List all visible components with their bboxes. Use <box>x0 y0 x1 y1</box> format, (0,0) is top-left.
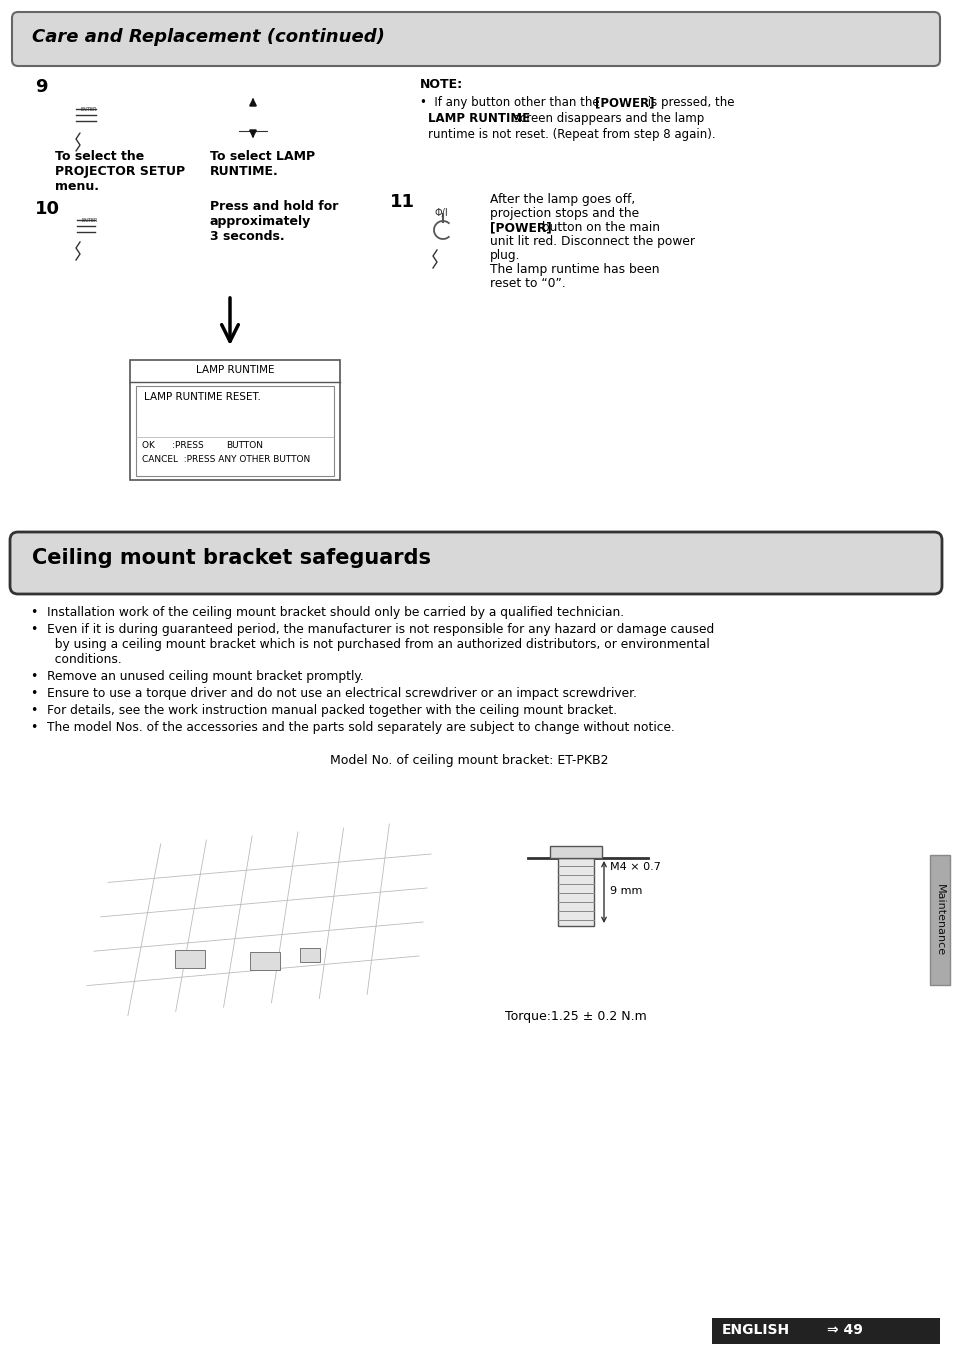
Bar <box>299 948 319 963</box>
Bar <box>250 952 280 971</box>
Bar <box>558 859 594 926</box>
Text: 10: 10 <box>35 200 60 217</box>
Text: LAMP RUNTIME: LAMP RUNTIME <box>195 364 274 375</box>
Text: screen disappears and the lamp: screen disappears and the lamp <box>510 112 703 126</box>
Text: ENTER: ENTER <box>81 107 97 112</box>
Text: ⇒ 49: ⇒ 49 <box>826 1323 862 1336</box>
Text: LAMP RUNTIME: LAMP RUNTIME <box>428 112 530 126</box>
Circle shape <box>193 841 206 853</box>
Circle shape <box>334 967 346 979</box>
Bar <box>136 386 334 477</box>
Text: projection stops and the: projection stops and the <box>490 207 639 220</box>
Text: 11: 11 <box>390 193 415 211</box>
Text: Ceiling mount bracket safeguards: Ceiling mount bracket safeguards <box>32 548 431 568</box>
Text: Care and Replacement (continued): Care and Replacement (continued) <box>32 28 384 46</box>
Text: [POWER]: [POWER] <box>490 221 551 234</box>
Circle shape <box>193 972 206 984</box>
Text: Torque:1.25 ± 0.2 N.m: Torque:1.25 ± 0.2 N.m <box>504 1010 646 1023</box>
Text: is pressed, the: is pressed, the <box>643 96 734 109</box>
Text: ENTER: ENTER <box>82 217 98 223</box>
Text: Maintenance: Maintenance <box>934 884 944 956</box>
Text: •: • <box>30 622 37 636</box>
Circle shape <box>314 830 326 842</box>
Ellipse shape <box>82 217 98 230</box>
Ellipse shape <box>66 97 110 134</box>
Text: Remove an unused ceiling mount bracket promptly.: Remove an unused ceiling mount bracket p… <box>47 670 363 683</box>
Ellipse shape <box>81 107 99 120</box>
Bar <box>174 950 205 968</box>
Text: 9: 9 <box>35 78 48 96</box>
Bar <box>711 1318 939 1345</box>
Text: Press and hold for
approximately
3 seconds.: Press and hold for approximately 3 secon… <box>210 200 338 243</box>
Text: Even if it is during guaranteed period, the manufacturer is not responsible for : Even if it is during guaranteed period, … <box>47 622 714 636</box>
Polygon shape <box>80 819 435 1021</box>
Text: OK      :PRESS: OK :PRESS <box>142 441 207 450</box>
Text: plug.: plug. <box>490 248 520 262</box>
Text: •  If any button other than the: • If any button other than the <box>419 96 602 109</box>
Text: •: • <box>30 606 37 620</box>
Text: [POWER]: [POWER] <box>595 96 654 109</box>
Text: CANCEL  :PRESS ANY OTHER BUTTON: CANCEL :PRESS ANY OTHER BUTTON <box>142 455 310 464</box>
Text: BUTTON: BUTTON <box>226 441 263 450</box>
Circle shape <box>124 973 136 985</box>
Text: Φ/I: Φ/I <box>435 208 448 217</box>
Text: reset to “0”.: reset to “0”. <box>490 277 565 290</box>
Text: To select LAMP
RUNTIME.: To select LAMP RUNTIME. <box>210 150 314 178</box>
Text: ENGLISH: ENGLISH <box>721 1323 789 1336</box>
Text: by using a ceiling mount bracket which is not purchased from an authorized distr: by using a ceiling mount bracket which i… <box>47 639 709 651</box>
Text: Model No. of ceiling mount bracket: ET-PKB2: Model No. of ceiling mount bracket: ET-P… <box>330 755 608 767</box>
Text: runtime is not reset. (Repeat from step 8 again).: runtime is not reset. (Repeat from step … <box>428 128 715 140</box>
Text: •: • <box>30 721 37 734</box>
Text: Ensure to use a torque driver and do not use an electrical screwdriver or an imp: Ensure to use a torque driver and do not… <box>47 687 637 701</box>
Text: •: • <box>30 703 37 717</box>
Text: •: • <box>30 670 37 683</box>
Polygon shape <box>231 123 274 134</box>
Text: •: • <box>30 687 37 701</box>
Text: The lamp runtime has been: The lamp runtime has been <box>490 263 659 275</box>
Text: After the lamp goes off,: After the lamp goes off, <box>490 193 635 207</box>
Ellipse shape <box>422 211 462 250</box>
Text: M4 × 0.7: M4 × 0.7 <box>609 863 660 872</box>
FancyBboxPatch shape <box>12 12 939 66</box>
Ellipse shape <box>67 208 109 242</box>
Text: Installation work of the ceiling mount bracket should only be carried by a quali: Installation work of the ceiling mount b… <box>47 606 623 620</box>
FancyBboxPatch shape <box>10 532 941 594</box>
Bar <box>550 846 601 859</box>
Circle shape <box>119 849 131 861</box>
Text: LAMP RUNTIME RESET.: LAMP RUNTIME RESET. <box>144 392 260 402</box>
Text: button on the main: button on the main <box>537 221 659 234</box>
Bar <box>130 360 339 481</box>
Text: 9 mm: 9 mm <box>609 886 641 896</box>
Polygon shape <box>80 990 415 1035</box>
Bar <box>929 855 949 985</box>
Text: To select the
PROJECTOR SETUP
menu.: To select the PROJECTOR SETUP menu. <box>55 150 185 193</box>
Circle shape <box>384 824 395 836</box>
Ellipse shape <box>432 223 454 242</box>
Text: unit lit red. Disconnect the power: unit lit red. Disconnect the power <box>490 235 695 248</box>
Polygon shape <box>231 105 274 115</box>
Text: The model Nos. of the accessories and the parts sold separately are subject to c: The model Nos. of the accessories and th… <box>47 721 674 734</box>
Text: conditions.: conditions. <box>47 653 122 666</box>
Bar <box>210 441 223 452</box>
Text: NOTE:: NOTE: <box>419 78 462 90</box>
Text: For details, see the work instruction manual packed together with the ceiling mo: For details, see the work instruction ma… <box>47 703 617 717</box>
Polygon shape <box>415 819 510 990</box>
